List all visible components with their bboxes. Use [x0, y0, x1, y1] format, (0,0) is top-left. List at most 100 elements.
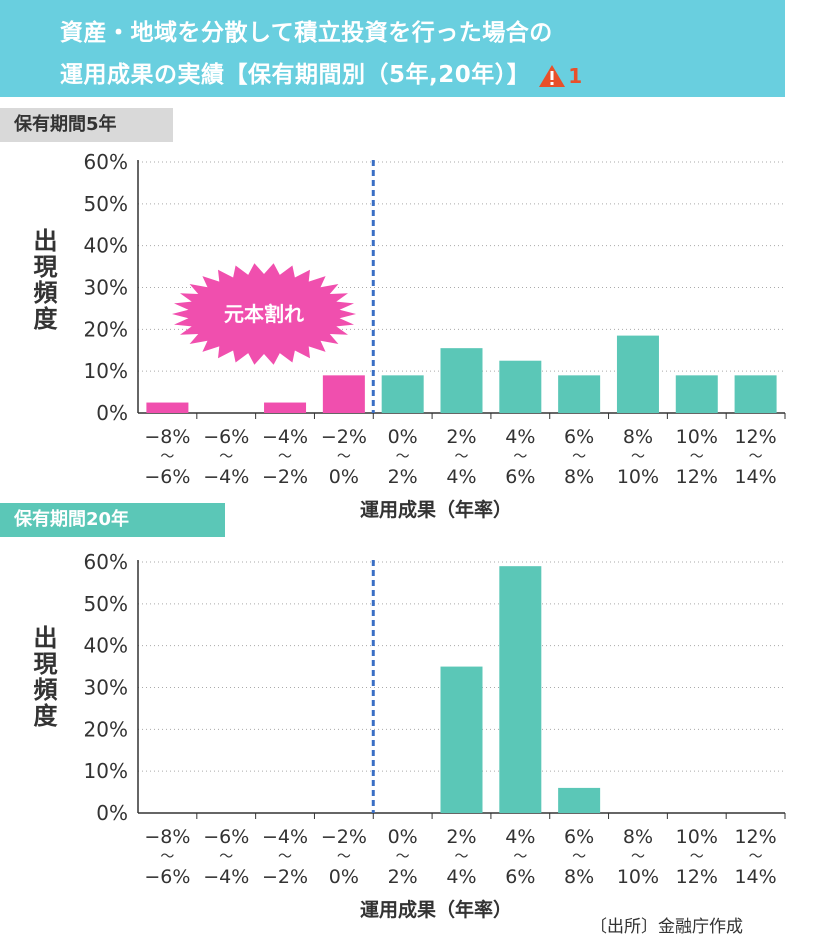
header-title-line-1: 資産・地域を分散して積立投資を行った場合の — [60, 20, 553, 46]
chart1-xtick-label: −8% — [144, 426, 190, 448]
chart1-title: 保有期間5年 — [0, 108, 173, 142]
chart1-xtick-label: 〜 — [219, 449, 233, 465]
chart2-plot: 60%50%40%30%20%10%0%−8%〜−6%−6%〜−4%−4%〜−2… — [84, 550, 786, 888]
chart1-xtick-label: 〜 — [160, 449, 174, 465]
chart2-ytick-label: 60% — [84, 550, 128, 574]
chart1-plot: 60%50%40%30%20%10%0%−8%〜−6%−6%〜−4%−4%〜−2… — [84, 150, 786, 488]
chart1-bar — [322, 375, 365, 413]
chart2-bar — [440, 666, 483, 813]
chart2-bar — [558, 787, 601, 813]
chart2-xtick-label: 〜 — [455, 849, 469, 865]
chart2-xtick-label: −6% — [203, 826, 249, 848]
chart1-xtick-label: 〜 — [337, 449, 351, 465]
chart1-xtick-label: 12% — [676, 466, 718, 488]
chart1-xtick-label: 〜 — [690, 449, 704, 465]
chart2-xtick-label: 4% — [505, 826, 535, 848]
header-title-line-2-text: 運用成果の実績【保有期間別（5年,20年）】 — [60, 62, 531, 88]
chart2-ylabel: 出現頻度 — [29, 625, 57, 729]
chart1-xtick-label: 8% — [564, 466, 594, 488]
chart1-ytick-label: 40% — [84, 234, 128, 258]
chart2-xtick-label: 〜 — [160, 849, 174, 865]
chart2-xtick-label: 〜 — [278, 849, 292, 865]
chart2-xtick-label: −2% — [321, 826, 367, 848]
chart1-xtick-label: 14% — [734, 466, 776, 488]
chart2-xtick-label: 10% — [617, 866, 659, 888]
chart1-bar — [499, 360, 542, 413]
chart2-xtick-label: −2% — [262, 866, 308, 888]
chart1-bar — [264, 402, 307, 413]
chart1-xtick-label: 10% — [676, 426, 718, 448]
chart1-bar — [675, 375, 718, 413]
chart1-bar — [734, 375, 777, 413]
chart2-xtick-label: 〜 — [513, 849, 527, 865]
chart1-xtick-label: 2% — [446, 426, 476, 448]
chart1-xtick-label: 〜 — [749, 449, 763, 465]
chart2-xtick-label: −8% — [144, 826, 190, 848]
chart2-title: 保有期間20年 — [0, 503, 225, 537]
chart1-xtick-label: −6% — [203, 426, 249, 448]
chart2-ytick-label: 40% — [84, 634, 128, 658]
chart1-bar — [146, 402, 189, 413]
chart2-xtick-label: 〜 — [396, 849, 410, 865]
chart1-xtick-label: 2% — [388, 466, 418, 488]
chart1-xtick-label: 〜 — [278, 449, 292, 465]
chart2-xtick-label: 12% — [676, 866, 718, 888]
chart1-xtick-label: −2% — [262, 466, 308, 488]
header-title-line-2: 運用成果の実績【保有期間別（5年,20年）】 1 — [60, 55, 583, 89]
chart2-xtick-label: 6% — [505, 866, 535, 888]
chart1-xtick-label: −6% — [144, 466, 190, 488]
chart1-xtick-label: 〜 — [396, 449, 410, 465]
loss-burst-shape — [172, 263, 356, 365]
chart1-bar — [440, 348, 483, 413]
chart2-ytick-label: 10% — [84, 759, 128, 783]
chart1-xtick-label: 12% — [734, 426, 776, 448]
chart2-xtick-label: 〜 — [690, 849, 704, 865]
chart2-xtick-label: 10% — [676, 826, 718, 848]
chart1-xtick-label: 0% — [329, 466, 359, 488]
chart2-xtick-label: 6% — [564, 826, 594, 848]
chart2-xtick-label: 0% — [329, 866, 359, 888]
chart2-xtick-label: 2% — [388, 866, 418, 888]
chart1-ytick-label: 60% — [84, 150, 128, 174]
chart1-bar — [616, 335, 659, 413]
chart2-ytick-label: 50% — [84, 592, 128, 616]
chart1-ytick-label: 20% — [84, 317, 128, 341]
chart2-xtick-label: −4% — [262, 826, 308, 848]
chart2-xtick-label: 〜 — [572, 849, 586, 865]
chart2-xlabel: 運用成果（年率） — [360, 899, 513, 921]
warning-marker: 1 — [538, 64, 582, 88]
chart2-ytick-label: 30% — [84, 676, 128, 700]
chart2-xtick-label: 14% — [734, 866, 776, 888]
chart1-ylabel: 出現頻度 — [29, 228, 57, 332]
source-note: 〔出所〕金融庁作成 — [590, 917, 743, 937]
chart2-xtick-label: 8% — [564, 866, 594, 888]
chart2-xtick-label: 8% — [623, 826, 653, 848]
chart1-xtick-label: 〜 — [513, 449, 527, 465]
chart1-xtick-label: 0% — [388, 426, 418, 448]
chart1-xtick-label: −2% — [321, 426, 367, 448]
chart1-xtick-label: 〜 — [572, 449, 586, 465]
warning-number: 1 — [568, 63, 583, 88]
chart1-ytick-label: 30% — [84, 276, 128, 300]
chart1-xtick-label: −4% — [203, 466, 249, 488]
chart2-xtick-label: −4% — [203, 866, 249, 888]
chart1-ytick-label: 10% — [84, 359, 128, 383]
chart2-xtick-label: −6% — [144, 866, 190, 888]
chart2-ytick-label: 20% — [84, 717, 128, 741]
chart1-ytick-label: 50% — [84, 192, 128, 216]
loss-badge: 元本割れ — [224, 302, 304, 326]
chart2-xtick-label: 12% — [734, 826, 776, 848]
chart1-xtick-label: 4% — [505, 426, 535, 448]
chart1-xtick-label: −4% — [262, 426, 308, 448]
chart1-xtick-label: 4% — [446, 466, 476, 488]
loss-burst-polygon — [172, 263, 356, 365]
chart2-xtick-label: 〜 — [749, 849, 763, 865]
chart2-xtick-label: 4% — [446, 866, 476, 888]
chart2-xtick-label: 〜 — [219, 849, 233, 865]
chart2-xtick-label: 〜 — [631, 849, 645, 865]
warning-icon — [539, 64, 566, 87]
chart1-bar — [558, 375, 601, 413]
chart-header: 資産・地域を分散して積立投資を行った場合の 運用成果の実績【保有期間別（5年,2… — [0, 0, 785, 97]
chart1-xlabel: 運用成果（年率） — [360, 499, 513, 521]
chart1-xtick-label: 〜 — [455, 449, 469, 465]
